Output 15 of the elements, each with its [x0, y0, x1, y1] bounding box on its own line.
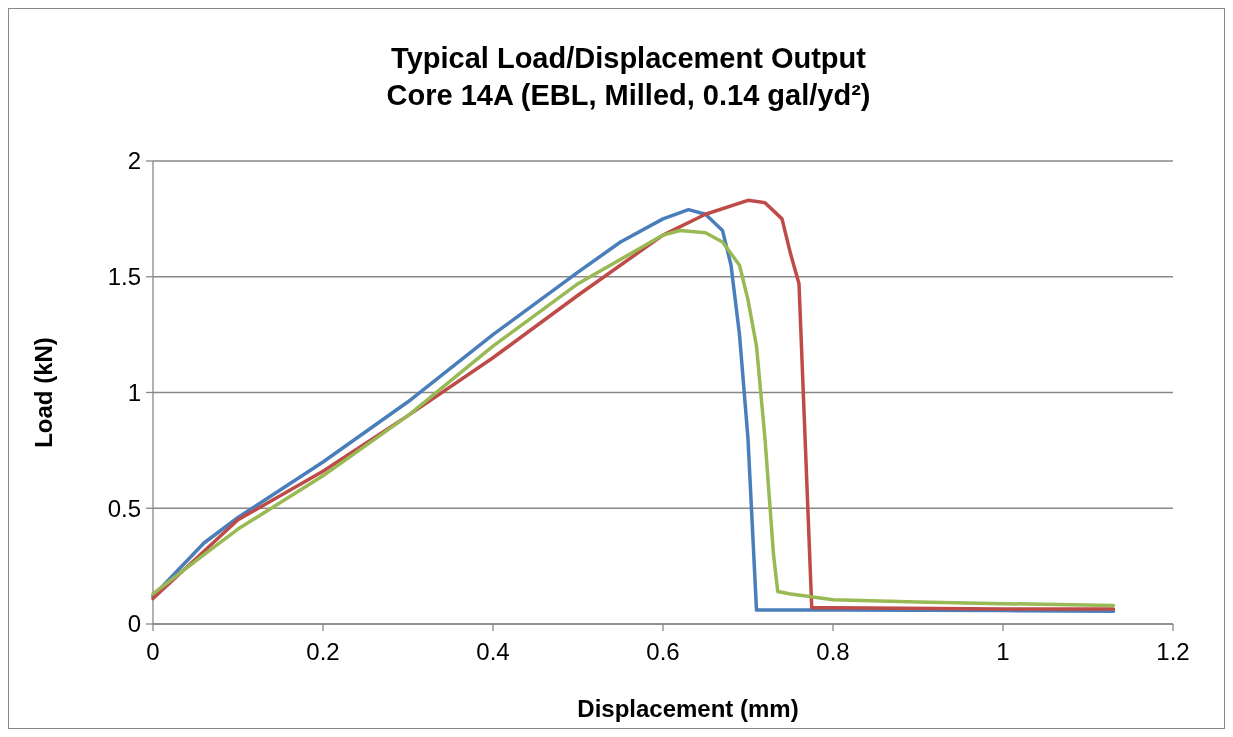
y-tick-label: 1.5 [107, 263, 141, 291]
y-axis-title: Load (kN) [30, 337, 57, 448]
x-tick-label: 1.2 [1156, 638, 1190, 665]
y-tick-label: 1 [127, 378, 141, 406]
y-tick-label: 0 [127, 610, 141, 638]
x-tick-label: 0.8 [816, 638, 850, 665]
y-tick-label: 2 [127, 147, 141, 175]
x-tick-label: 0.2 [306, 638, 340, 665]
x-tick-label: 1 [996, 638, 1010, 665]
x-axis-title: Displacement (mm) [577, 695, 799, 722]
x-tick-label: 0 [146, 638, 160, 665]
x-tick-label: 0.6 [646, 638, 680, 665]
x-tick-label: 0.4 [476, 638, 510, 665]
chart-title: Typical Load/Displacement Output Core 14A (EBL, Milled, 0.14 gal/yd²) [386, 42, 871, 111]
y-tick-label: 0.5 [107, 494, 141, 522]
